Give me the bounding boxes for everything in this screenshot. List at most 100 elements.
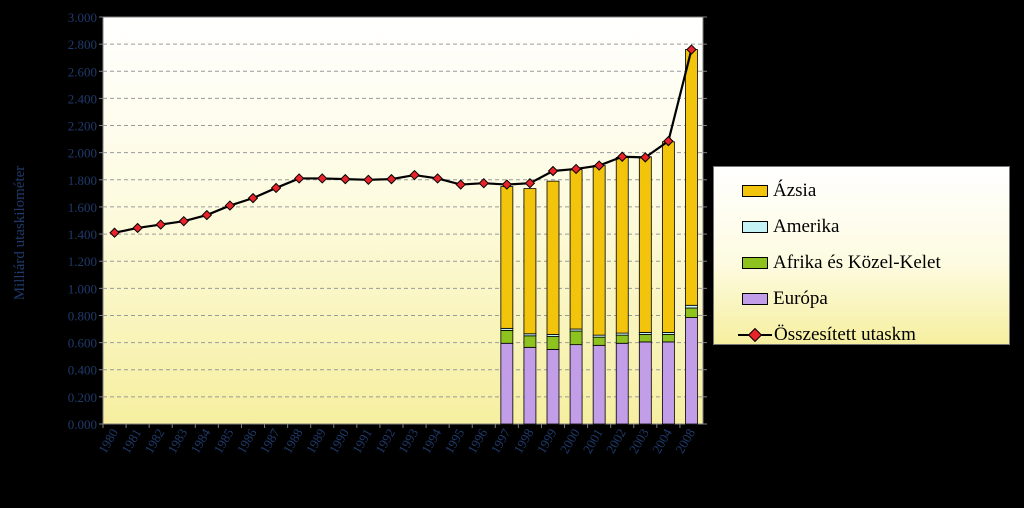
bar-segment [685,49,698,306]
legend-label: Összesített utaskm [774,324,916,345]
bar-segment [523,335,537,348]
line-point [340,173,351,185]
line-point [524,177,536,189]
legend-item: Afrika és Közel-Kelet [742,245,1009,281]
bar-segment [661,341,675,425]
legend-swatch [742,185,768,197]
bar-segment [638,334,652,343]
y-tick-label: 1.000 [68,281,97,296]
line-point [432,173,443,184]
line-point [663,135,674,147]
y-tick-label: 2.200 [68,119,97,134]
legend-label: Európa [773,288,828,309]
bar-segment [638,341,652,425]
x-tick-label: 1987 [257,426,283,456]
x-tick-label: 2003 [626,426,652,456]
bar-segment [546,348,560,425]
bar-segment [569,330,583,346]
bar-segment [546,180,560,335]
line-point [593,160,605,171]
y-tick-label: 2.800 [68,37,97,52]
bar-segment [500,329,514,344]
bar-segment [615,157,629,334]
bar-segment [546,336,560,350]
bar-segment [685,317,698,425]
y-tick-label: 0.000 [68,417,97,432]
bar-segment [615,342,629,425]
x-tick-label: 1995 [441,426,467,456]
line-point [109,227,120,238]
y-tick-label: 1.800 [68,173,97,188]
plot-area [102,16,704,425]
bar-segment [569,344,583,425]
line-point [270,182,282,194]
legend-item: Amerika [742,209,1009,245]
legend-item: Európa [742,281,1009,317]
x-tick-label: 1980 [95,426,121,456]
bar-segment [592,165,606,336]
bar-segment [523,346,537,425]
line-point [363,174,374,186]
line-point [178,215,189,227]
line-point [686,44,697,55]
line-point [386,173,397,185]
line-point [617,151,628,162]
bar-segment [638,156,652,333]
x-tick-label: 2004 [649,426,675,456]
legend-item: Összesített utaskm [738,317,1009,353]
line-point [247,192,259,204]
y-tick-label: 1.600 [68,200,97,215]
x-tick-label: 1991 [349,426,375,456]
x-tick-label: 2002 [603,426,629,456]
line-point [224,200,236,211]
bar-segment [661,141,675,333]
bar-segment [685,304,698,309]
bar-segment [569,169,583,330]
y-tick-label: 0.600 [68,336,97,351]
bar-segment [500,186,514,329]
line-point [570,163,582,175]
bar-segment [615,334,629,344]
x-tick-label: 1981 [118,426,144,456]
x-tick-label: 1986 [234,426,260,456]
bar-segment [685,307,698,318]
legend: Ázsia Amerika Afrika és Közel-Kelet Európa Ö… [713,166,1010,345]
y-tick-label: 0.800 [68,308,97,323]
line-point [640,152,651,163]
y-axis-title: Milliárd utaskilométer [12,166,28,301]
legend-swatch [742,293,768,305]
line-point [501,179,513,190]
bar-segment [523,188,537,335]
x-tick-label: 1989 [303,426,329,456]
bar-segment [500,342,514,425]
line-point [547,165,559,177]
x-tick-label: 2000 [557,426,583,456]
y-tick-label: 0.400 [68,363,97,378]
line-point [317,173,328,184]
x-tick-label: 2001 [580,426,606,456]
y-tick-label: 0.200 [68,390,97,405]
line-point [293,173,305,184]
x-tick-label: 1982 [141,426,167,456]
x-tick-label: 1985 [211,426,237,456]
legend-swatch [742,221,768,233]
legend-item: Ázsia [742,173,1009,209]
line-point [455,179,466,190]
line-point [409,169,420,181]
line-point [201,209,213,221]
x-tick-label: 1998 [511,426,537,456]
x-tick-label: 1992 [372,426,398,456]
x-tick-label: 1984 [187,426,213,456]
x-tick-label: 1993 [395,426,421,456]
line-point [478,177,489,189]
y-tick-label: 2.400 [68,91,97,106]
bar-segment [592,336,606,346]
legend-label: Ázsia [773,180,817,201]
y-tick-label: 1.400 [68,227,97,242]
legend-swatch [742,257,768,269]
x-tick-label: 1996 [464,426,490,456]
x-tick-label: 1999 [534,426,560,456]
x-tick-label: 2008 [672,426,698,456]
y-tick-label: 3.000 [68,10,97,25]
